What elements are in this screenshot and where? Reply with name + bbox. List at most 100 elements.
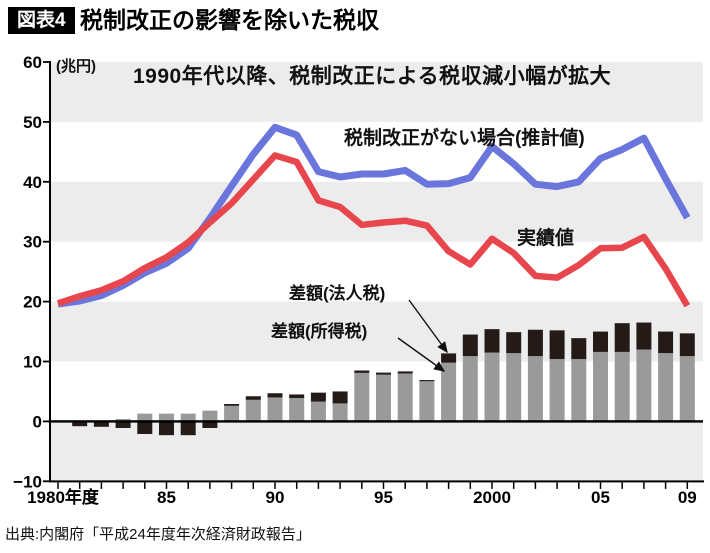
bar-income-segment — [441, 362, 457, 422]
x-tick — [447, 482, 450, 489]
y-tick-label: 50 — [23, 113, 42, 132]
bar-income-segment — [137, 413, 153, 422]
bar-corporate-segment — [115, 421, 131, 428]
bar-corporate-segment — [549, 330, 565, 360]
x-tick-label: 90 — [266, 488, 285, 507]
bar-corporate-segment — [376, 372, 391, 375]
x-tick — [643, 482, 645, 489]
x-tick — [230, 482, 233, 489]
bar-corporate-segment — [397, 371, 413, 374]
y-tick-label: 10 — [23, 353, 42, 372]
x-tick — [78, 482, 81, 489]
bar-income-segment — [658, 353, 674, 422]
y-tick — [43, 360, 50, 363]
bar-income-segment — [397, 373, 413, 422]
x-tick — [57, 482, 59, 489]
y-tick — [43, 300, 50, 303]
x-tick-label: 1980年度 — [27, 487, 100, 507]
bar-corporate-segment — [202, 421, 218, 428]
y-tick-label: 30 — [23, 233, 42, 252]
bar-corporate-segment — [419, 380, 435, 382]
x-tick — [122, 482, 124, 489]
bar-income-segment — [506, 353, 522, 422]
y-tick — [43, 480, 50, 483]
bar-corporate-segment — [93, 421, 109, 427]
bar-income-segment — [202, 410, 218, 422]
x-tick-label: 85 — [157, 488, 176, 507]
bar-income-segment — [180, 413, 196, 422]
bar-corporate-segment — [506, 332, 522, 354]
bar-income-segment — [484, 352, 500, 422]
bar-corporate-segment — [593, 331, 608, 352]
bar-corporate-segment — [137, 421, 153, 434]
bar-income-segment — [527, 356, 543, 422]
x-tick — [578, 482, 580, 489]
bar-corporate-segment — [289, 394, 305, 399]
estimated-line — [57, 123, 691, 308]
bar-income-segment — [679, 356, 695, 422]
bar-corporate-segment — [484, 329, 500, 353]
bar-income-segment — [636, 349, 652, 422]
x-tick — [512, 482, 515, 489]
bar-income-segment — [376, 374, 391, 422]
y-tick-label: 0 — [33, 412, 42, 431]
bar-corporate-segment — [354, 370, 370, 373]
bar-corporate-segment — [679, 333, 695, 357]
y-tick — [43, 180, 50, 183]
x-axis — [49, 480, 704, 483]
bar-corporate-segment — [332, 391, 348, 404]
x-tick — [295, 482, 298, 489]
actual-series-label: 実績値 — [517, 228, 575, 249]
chart-annotation: 1990年代以降、税制改正による税収減小幅が拡大 — [133, 65, 612, 88]
x-tick — [382, 482, 385, 489]
y-tick — [43, 121, 50, 123]
x-tick — [274, 482, 276, 489]
y-axis-unit-label: (兆円) — [56, 58, 96, 75]
bar-income-segment — [332, 403, 348, 422]
estimated-series-label: 税制改正がない場合(推計値) — [344, 128, 585, 149]
x-tick — [686, 482, 689, 489]
x-tick-label: 05 — [591, 488, 610, 507]
zero-line — [50, 420, 703, 423]
x-tick-label: 2000 — [473, 488, 511, 507]
x-tick-label: 09 — [678, 488, 697, 507]
x-tick — [187, 482, 189, 489]
y-tick-label: 20 — [23, 293, 42, 312]
bar-corporate-segment — [636, 322, 652, 350]
bar-corporate-segment — [527, 329, 543, 357]
bar-income-segment — [614, 351, 630, 422]
bar-corporate-segment — [441, 353, 457, 363]
bar-corporate-segment — [245, 396, 261, 400]
x-tick — [252, 482, 255, 489]
x-tick — [599, 482, 602, 489]
bar-corporate-segment — [180, 421, 196, 436]
actual-line — [56, 152, 691, 308]
figure-title: 税制改正の影響を除いた税収 — [80, 7, 379, 33]
bar-income-segment — [159, 413, 174, 422]
bar-corporate-segment — [614, 323, 630, 352]
y-tick — [43, 420, 50, 423]
bar-corporate-segment — [571, 338, 587, 360]
bar-corporate-segment — [224, 404, 240, 406]
figure-tag-badge: 図表4 — [8, 7, 75, 34]
bar-income-segment — [224, 405, 240, 422]
x-tick — [361, 482, 363, 489]
grid-band — [50, 421, 703, 482]
bar-income-segment — [419, 381, 435, 422]
bar-income-segment — [289, 398, 305, 422]
y-axis — [49, 61, 51, 483]
x-tick — [664, 482, 667, 489]
bar-income-segment — [549, 359, 565, 422]
bar-income-segment — [354, 372, 370, 422]
corporate-diff-arrow — [408, 299, 448, 354]
x-tick — [317, 482, 320, 489]
x-tick — [491, 482, 493, 489]
x-tick — [339, 482, 341, 489]
bar-income-segment — [593, 351, 608, 422]
x-tick — [426, 482, 428, 489]
bar-income-segment — [267, 397, 283, 422]
x-tick — [556, 482, 558, 489]
y-tick — [43, 61, 50, 63]
